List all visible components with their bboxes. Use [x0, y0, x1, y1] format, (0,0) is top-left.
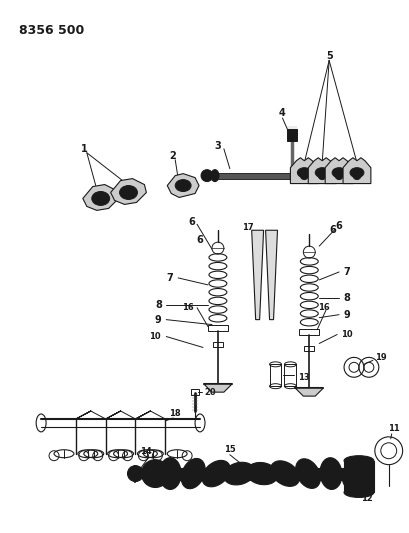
Ellipse shape [349, 168, 363, 177]
Ellipse shape [202, 461, 230, 487]
Polygon shape [308, 158, 335, 183]
Ellipse shape [295, 459, 319, 488]
Ellipse shape [181, 458, 204, 489]
Circle shape [200, 169, 212, 182]
Circle shape [179, 182, 187, 190]
Text: 6: 6 [188, 217, 195, 227]
Text: 13: 13 [298, 373, 309, 382]
Circle shape [97, 195, 104, 203]
Ellipse shape [211, 169, 218, 182]
Text: 7: 7 [166, 273, 173, 283]
Circle shape [300, 172, 308, 180]
Polygon shape [324, 158, 352, 183]
Ellipse shape [223, 462, 254, 485]
Text: 8: 8 [343, 293, 350, 303]
Bar [212, 343, 222, 348]
Bar [207, 325, 227, 330]
Circle shape [317, 172, 326, 180]
Ellipse shape [119, 185, 137, 199]
Text: 9: 9 [343, 310, 350, 320]
Polygon shape [167, 174, 198, 197]
Bar [299, 328, 319, 335]
Bar [284, 365, 296, 386]
Ellipse shape [159, 458, 181, 489]
Text: 16: 16 [317, 303, 329, 312]
Bar [155, 467, 368, 480]
Text: 10: 10 [149, 332, 161, 341]
Text: 11: 11 [387, 424, 399, 433]
Ellipse shape [246, 463, 277, 484]
Ellipse shape [343, 488, 373, 497]
Ellipse shape [315, 168, 328, 177]
Circle shape [127, 466, 143, 481]
Text: 20: 20 [204, 387, 215, 397]
Text: 10: 10 [340, 330, 352, 339]
Circle shape [352, 172, 360, 180]
Ellipse shape [175, 180, 191, 191]
Text: 8356 500: 8356 500 [19, 23, 84, 37]
Ellipse shape [343, 456, 373, 466]
Text: 4: 4 [279, 108, 285, 118]
Bar [191, 389, 198, 395]
Text: 19: 19 [374, 353, 386, 362]
Text: 3: 3 [214, 141, 221, 151]
Polygon shape [83, 184, 118, 211]
Text: 7: 7 [343, 267, 350, 277]
Ellipse shape [356, 169, 364, 182]
Bar [343, 461, 373, 492]
Text: 5: 5 [325, 51, 332, 61]
Bar [269, 365, 281, 386]
Text: 17: 17 [241, 223, 253, 232]
Ellipse shape [270, 461, 299, 486]
Text: 2: 2 [169, 151, 175, 161]
Text: 15: 15 [223, 445, 235, 454]
Circle shape [124, 189, 132, 197]
Text: 12: 12 [360, 494, 372, 503]
Text: 8: 8 [155, 300, 162, 310]
Circle shape [141, 459, 169, 488]
Bar [287, 129, 297, 141]
Polygon shape [294, 388, 322, 396]
Text: 16: 16 [182, 303, 193, 312]
Text: 6: 6 [335, 221, 342, 231]
Bar [303, 346, 313, 351]
Text: 14: 14 [139, 447, 151, 456]
Ellipse shape [331, 168, 345, 177]
Polygon shape [110, 179, 146, 205]
Ellipse shape [342, 458, 365, 489]
Ellipse shape [297, 168, 310, 177]
Polygon shape [251, 230, 263, 320]
Text: 9: 9 [155, 314, 161, 325]
Text: 6: 6 [329, 225, 336, 235]
Polygon shape [342, 158, 370, 183]
Text: 1: 1 [80, 144, 87, 154]
Circle shape [334, 172, 342, 180]
Ellipse shape [319, 458, 341, 489]
Text: 18: 18 [169, 409, 181, 418]
Polygon shape [204, 384, 231, 392]
Polygon shape [265, 230, 277, 320]
Polygon shape [290, 158, 317, 183]
Ellipse shape [92, 191, 109, 205]
Text: 6: 6 [196, 235, 203, 245]
